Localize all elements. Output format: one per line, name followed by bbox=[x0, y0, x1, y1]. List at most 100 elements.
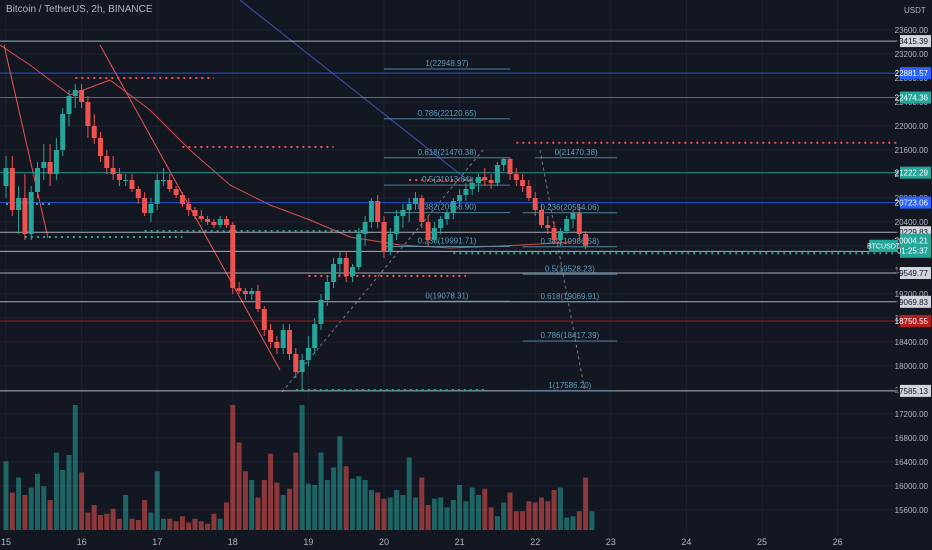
volume-bar bbox=[116, 518, 122, 530]
volume-bar bbox=[318, 452, 324, 530]
fib-label: 0.618(21470.38) bbox=[418, 148, 477, 157]
price-badge-label: 22474.36 bbox=[895, 94, 929, 103]
candle bbox=[16, 198, 22, 210]
volume-bar bbox=[129, 518, 135, 530]
volume-bar bbox=[400, 495, 406, 530]
candle bbox=[450, 201, 456, 213]
time-tick-label: 18 bbox=[228, 537, 238, 547]
volume-bar bbox=[425, 505, 431, 530]
time-tick-label: 19 bbox=[303, 537, 313, 547]
volume-bar bbox=[324, 480, 330, 530]
candle bbox=[205, 219, 211, 222]
candle bbox=[72, 90, 78, 96]
price-badge bbox=[900, 314, 931, 327]
volume-bar bbox=[337, 436, 343, 530]
volume-bar bbox=[350, 478, 355, 530]
volume-bar bbox=[123, 495, 129, 530]
candle bbox=[368, 201, 374, 222]
volume-bar bbox=[205, 523, 211, 530]
candle bbox=[551, 228, 557, 240]
price-tick-label: 17200.00 bbox=[895, 410, 929, 419]
volume-bar bbox=[230, 405, 236, 530]
time-tick-label: 23 bbox=[606, 537, 616, 547]
chart-title: Bitcoin / TetherUS, 2h, BINANCE bbox=[6, 4, 153, 15]
price-tick-label: 19200.00 bbox=[895, 290, 929, 299]
volume-bar bbox=[557, 487, 563, 530]
candle bbox=[129, 180, 135, 189]
volume-bar bbox=[501, 502, 507, 530]
candle bbox=[413, 198, 418, 204]
volume-bar bbox=[167, 518, 173, 530]
price-badge bbox=[900, 91, 931, 104]
fib-label: 1(17586.20) bbox=[548, 381, 591, 390]
fib-connector-line bbox=[281, 149, 484, 393]
volume-bar bbox=[520, 511, 526, 530]
horizontal-levels bbox=[0, 40, 898, 392]
candle bbox=[299, 360, 305, 372]
candle bbox=[9, 168, 15, 210]
candle bbox=[494, 165, 500, 183]
volume-bar bbox=[368, 490, 374, 530]
volume-bar bbox=[211, 513, 217, 530]
volume-bar bbox=[583, 477, 589, 530]
price-badge bbox=[900, 295, 931, 308]
grid-lines bbox=[0, 0, 898, 535]
candle bbox=[154, 180, 160, 204]
price-badge-label: 23415.39 bbox=[895, 37, 929, 46]
price-tick-label: 18000.00 bbox=[895, 362, 929, 371]
candle bbox=[104, 156, 110, 168]
price-badge-label: 20229.83 bbox=[895, 228, 929, 237]
fib-label: 0.786(18417.39) bbox=[540, 331, 599, 340]
volume-bar bbox=[198, 521, 204, 530]
symbol-badge bbox=[869, 239, 898, 252]
volume-bar bbox=[532, 502, 538, 530]
volume-bar bbox=[3, 461, 9, 530]
candle bbox=[110, 168, 116, 174]
candle bbox=[230, 225, 236, 288]
volume-bar bbox=[186, 522, 192, 530]
candle bbox=[362, 222, 368, 234]
volume-bar bbox=[135, 520, 141, 530]
time-axis[interactable]: 15 16 17 18 19 20 21 22 23 24 25 26 bbox=[1, 537, 843, 547]
volume-bar bbox=[362, 480, 368, 530]
candle bbox=[35, 168, 40, 192]
fib-label: 0.5(21013.64) bbox=[422, 175, 472, 184]
volume-bar bbox=[394, 490, 400, 530]
volume-bar bbox=[280, 495, 286, 530]
candle bbox=[217, 219, 223, 225]
volume-bar bbox=[161, 518, 166, 530]
price-badge bbox=[900, 384, 931, 397]
candle bbox=[532, 198, 538, 210]
candle bbox=[53, 150, 59, 174]
candle bbox=[211, 222, 217, 225]
volume-bar bbox=[438, 497, 444, 530]
volume-bar bbox=[482, 488, 488, 530]
candle bbox=[249, 291, 255, 294]
candle bbox=[173, 189, 179, 195]
candle bbox=[198, 216, 204, 219]
time-tick-label: 20 bbox=[379, 537, 389, 547]
fib-label: 0.382(19986.58) bbox=[540, 237, 599, 246]
volume-bar bbox=[287, 488, 292, 530]
volume-bar bbox=[224, 502, 229, 530]
candle bbox=[167, 180, 173, 189]
price-tick-label: 21600.00 bbox=[895, 146, 929, 155]
volume-bar bbox=[293, 452, 299, 530]
volume-bar bbox=[305, 483, 311, 530]
dotted-levels bbox=[6, 77, 932, 391]
volume-bar bbox=[488, 507, 494, 530]
candle bbox=[91, 126, 97, 138]
time-tick-label: 17 bbox=[152, 537, 162, 547]
volume-bar bbox=[463, 501, 469, 530]
price-badge bbox=[900, 196, 931, 209]
volume-bar bbox=[261, 480, 267, 530]
price-badge bbox=[900, 67, 931, 80]
candle bbox=[476, 177, 481, 183]
volume-bar bbox=[545, 501, 551, 530]
volume-bars bbox=[3, 405, 595, 530]
volume-bar bbox=[9, 492, 15, 530]
fib-label: 0.236(19991.71) bbox=[418, 236, 477, 245]
candle bbox=[312, 324, 318, 348]
candle bbox=[381, 222, 387, 252]
